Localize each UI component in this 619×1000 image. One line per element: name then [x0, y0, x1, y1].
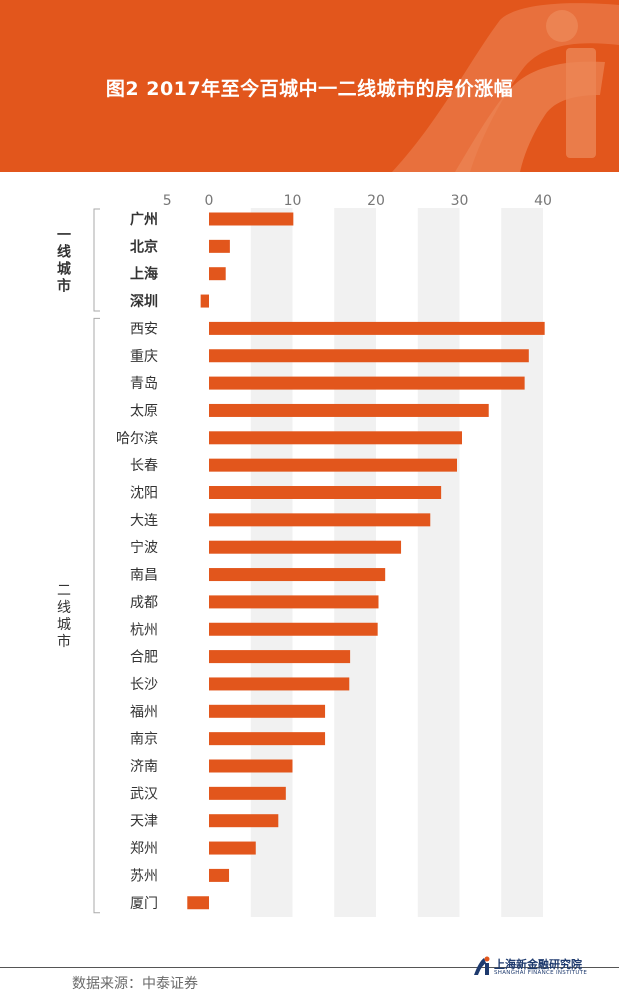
category-label: 长春 [130, 458, 158, 474]
bar [209, 267, 226, 281]
category-label: 合肥 [130, 650, 158, 666]
x-tick-label: 10 [284, 193, 302, 209]
bar [209, 239, 230, 253]
group-label: 二线城市 [57, 583, 71, 650]
x-tick-label: 5 [163, 193, 172, 209]
bar [209, 486, 442, 499]
footer-divider [0, 967, 619, 968]
bar [209, 540, 402, 554]
institute-english-name: SHANGHAI FINANCE INSTITUTE [494, 970, 588, 976]
bar [209, 431, 463, 445]
bar [209, 513, 431, 527]
x-tick-label: 40 [534, 193, 552, 209]
category-label: 郑州 [130, 841, 158, 857]
category-label: 广州 [130, 211, 158, 228]
category-label: 深圳 [130, 293, 158, 310]
bar [209, 841, 256, 855]
chart-header: 图2 2017年至今百城中一二线城市的房价涨幅 [0, 0, 619, 172]
bar [209, 786, 286, 800]
bar [209, 759, 293, 773]
bar [209, 212, 294, 226]
category-label: 太原 [130, 403, 158, 419]
bar [209, 349, 529, 363]
bar [200, 294, 209, 308]
bar-chart: 5 0 10 20 30 40 广州北京上海深圳西安重庆青岛太原哈尔滨长春沈阳大连宁波南昌成… [57, 193, 552, 917]
x-tick-label: 0 [205, 193, 214, 209]
bar [209, 403, 489, 417]
bar [209, 622, 378, 636]
bar [209, 568, 386, 582]
bar [187, 896, 209, 910]
category-label: 哈尔滨 [116, 431, 158, 447]
grid-stripe [417, 208, 460, 917]
category-label: 成都 [130, 595, 158, 611]
bar [209, 868, 230, 882]
category-label: 重庆 [130, 349, 158, 365]
category-label: 杭州 [130, 622, 158, 638]
category-label: 西安 [130, 321, 158, 337]
category-label: 南昌 [130, 568, 158, 584]
bar [209, 732, 326, 746]
grid-stripe [250, 208, 293, 917]
bar [209, 704, 326, 718]
category-label: 青岛 [130, 376, 158, 392]
category-label: 福州 [130, 704, 158, 720]
sfi-small-logo-icon [474, 956, 490, 975]
category-label: 厦门 [130, 896, 158, 912]
category-label: 苏州 [130, 868, 158, 884]
bar [209, 595, 379, 609]
x-tick-label: 30 [451, 193, 469, 209]
sfi-logo-icon [392, 3, 619, 172]
category-label: 上海 [130, 266, 158, 283]
group-label: 一线城市 [57, 228, 71, 295]
category-label: 长沙 [130, 677, 158, 693]
category-label: 济南 [130, 759, 158, 775]
category-label: 沈阳 [130, 486, 158, 502]
category-label: 北京 [130, 238, 158, 255]
category-label: 武汉 [130, 786, 158, 802]
data-source: 数据来源：中泰证券 [72, 976, 198, 992]
bar [209, 677, 350, 691]
chart-title: 图2 2017年至今百城中一二线城市的房价涨幅 [105, 78, 514, 100]
bar [209, 650, 351, 664]
bar [209, 321, 545, 335]
x-tick-label: 20 [367, 193, 385, 209]
bar [209, 458, 457, 472]
category-label: 南京 [130, 732, 158, 748]
grid-stripe [501, 208, 543, 917]
institute-name: 上海新金融研究院 [494, 958, 582, 971]
category-label: 大连 [130, 513, 158, 529]
footer-logo: 上海新金融研究院 SHANGHAI FINANCE INSTITUTE [472, 953, 592, 981]
category-label: 天津 [130, 814, 158, 830]
grid-stripe [334, 208, 376, 917]
category-label: 宁波 [130, 539, 158, 556]
group-bracket [93, 317, 100, 914]
bar [209, 376, 525, 390]
bar [209, 814, 279, 828]
group-bracket [93, 208, 100, 312]
